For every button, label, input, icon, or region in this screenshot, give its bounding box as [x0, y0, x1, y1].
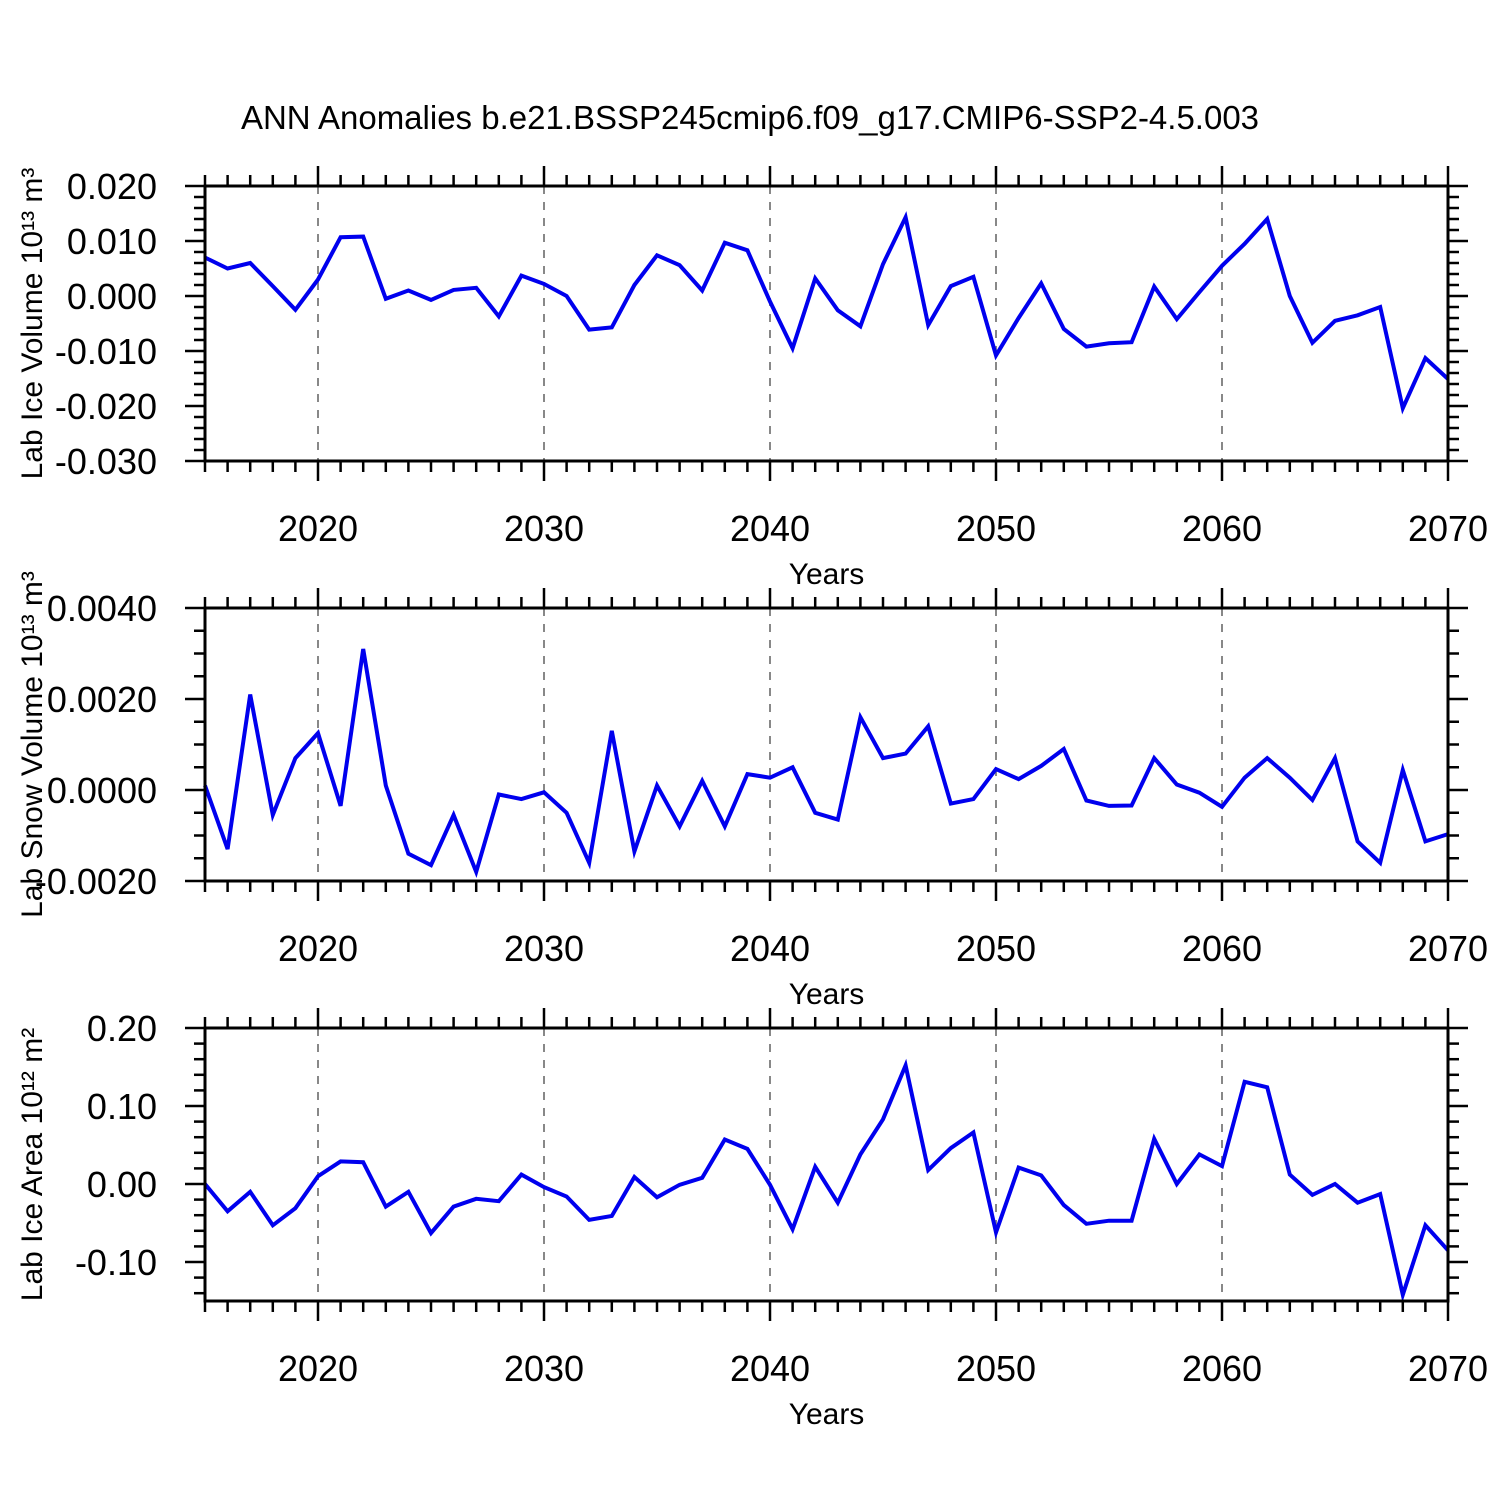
axis-box — [203, 1026, 1450, 1303]
y-tick-label: 0.010 — [67, 221, 157, 262]
panel-lab-snow-volume: 2020 2030 2040 2050 2060 2070 Years 0.0040 0.002… — [16, 571, 1488, 1011]
x-tick-label: 2020 — [278, 508, 358, 549]
y-tick-label: 0.00 — [87, 1164, 157, 1205]
x-tick-label: 2050 — [956, 1348, 1036, 1389]
y-tick-label: -0.010 — [55, 331, 157, 372]
y-tick-label: -0.030 — [55, 441, 157, 482]
x-axis-title: Years — [789, 558, 865, 591]
y-tick-label: -0.0020 — [35, 861, 157, 902]
x-tick-label: 2050 — [956, 508, 1036, 549]
y-tick-label: 0.0020 — [47, 679, 157, 720]
y-tick-label: 0.020 — [67, 166, 157, 207]
panel-lab-ice-volume: 2020 2030 2040 2050 2060 2070 Years 0.020 0.010 0… — [16, 166, 1488, 591]
y-tick-label: -0.10 — [75, 1242, 157, 1283]
y-tick-label: 0.0040 — [47, 588, 157, 629]
x-tick-label: 2040 — [730, 508, 810, 549]
series-line-lab-ice-area — [203, 1058, 1450, 1303]
x-axis-title: Years — [789, 978, 865, 1011]
y-tick-label: 0.20 — [87, 1008, 157, 1049]
x-axis-title: Years — [789, 1398, 865, 1431]
y-axis-title: Lab Ice Area 10¹² m² — [16, 1028, 49, 1301]
y-tick-label: 0.0000 — [47, 770, 157, 811]
x-tick-label: 2030 — [504, 928, 584, 969]
x-tick-label: 2060 — [1182, 1348, 1262, 1389]
y-axis-title: Lab Snow Volume 10¹³ m³ — [16, 571, 49, 918]
x-tick-label: 2040 — [730, 928, 810, 969]
figure-title: ANN Anomalies b.e21.BSSP245cmip6.f09_g17… — [241, 99, 1259, 136]
y-tick-label: 0.000 — [67, 276, 157, 317]
x-tick-label: 2040 — [730, 1348, 810, 1389]
axis-box — [203, 184, 1450, 463]
series-line-lab-snow-volume — [203, 648, 1449, 879]
series-line-lab-ice-volume — [204, 211, 1450, 415]
panel-lab-ice-area: 2020 2030 2040 2050 2060 2070 Years 0.20 0.10 0.0… — [16, 1008, 1488, 1431]
x-tick-label: 2050 — [956, 928, 1036, 969]
x-tick-label: 2030 — [504, 508, 584, 549]
x-tick-label: 2020 — [278, 1348, 358, 1389]
x-tick-label: 2020 — [278, 928, 358, 969]
y-tick-label: -0.020 — [55, 386, 157, 427]
x-tick-label: 2030 — [504, 1348, 584, 1389]
x-tick-label: 2060 — [1182, 928, 1262, 969]
x-tick-label: 2070 — [1408, 1348, 1488, 1389]
y-tick-label: 0.10 — [87, 1086, 157, 1127]
y-axis-title: Lab Ice Volume 10¹³ m³ — [16, 168, 49, 480]
x-tick-label: 2060 — [1182, 508, 1262, 549]
x-tick-label: 2070 — [1408, 508, 1488, 549]
x-tick-label: 2070 — [1408, 928, 1488, 969]
axis-box — [203, 606, 1450, 883]
